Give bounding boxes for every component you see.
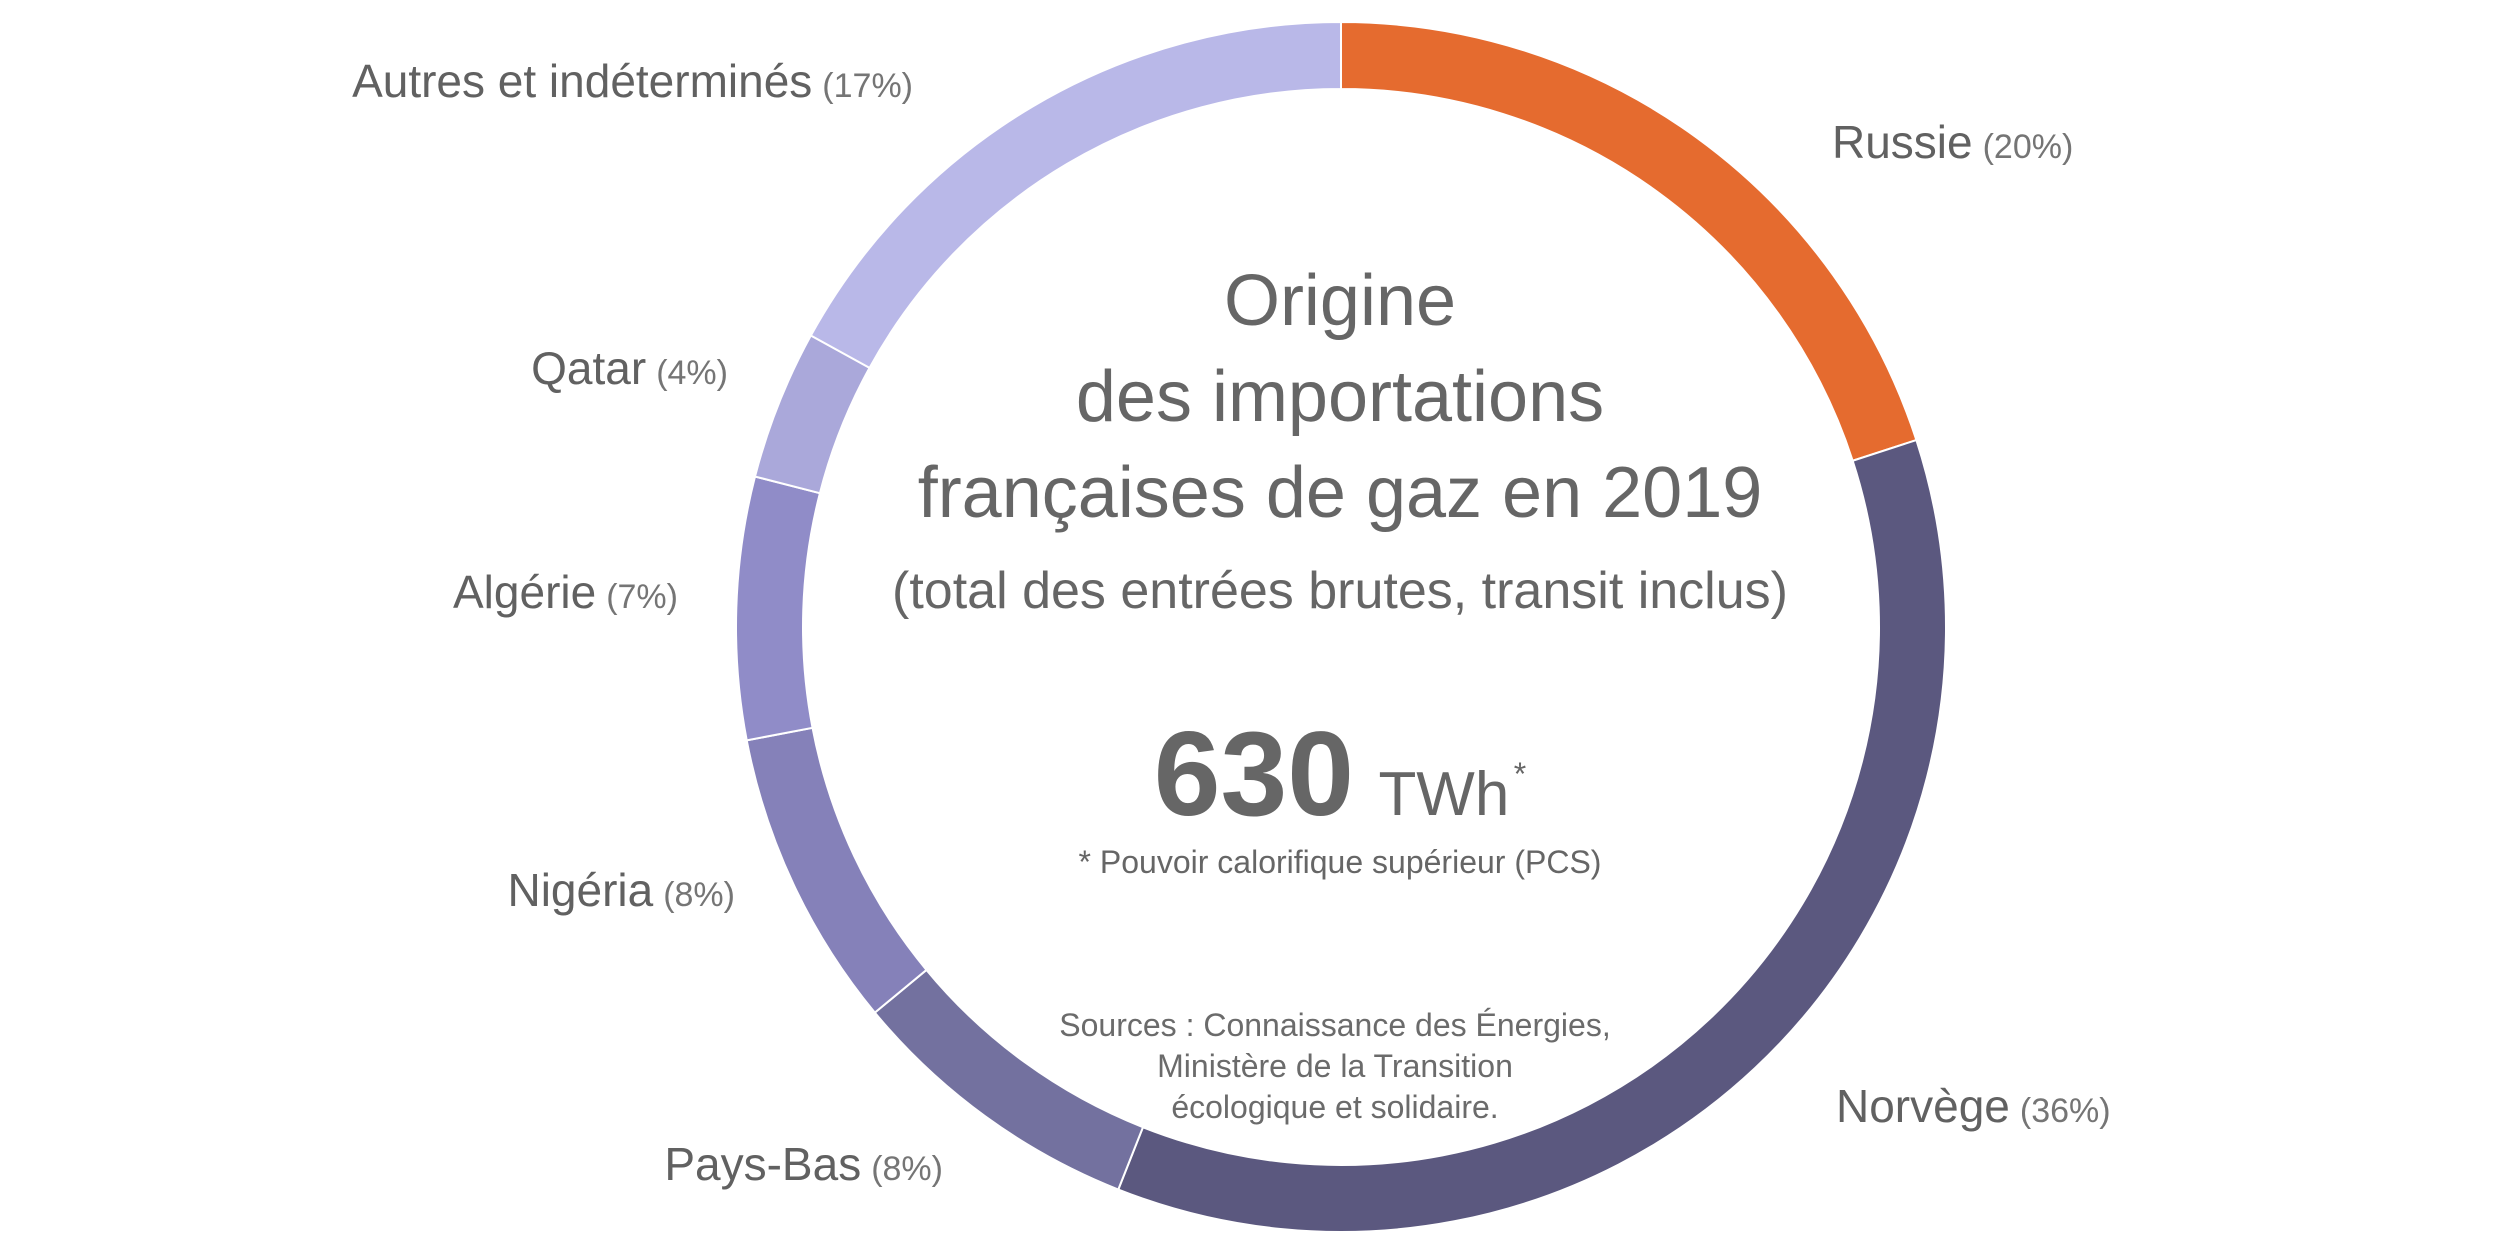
slice-label-percent: (8%) xyxy=(871,1150,943,1188)
slice-label-percent: (8%) xyxy=(663,876,735,914)
slice-label: Autres et indéterminés (17%) xyxy=(352,55,913,107)
slice-label-name: Pays-Bas xyxy=(664,1138,861,1190)
slice-nig-ria xyxy=(745,726,928,1015)
slice-label-percent: (20%) xyxy=(1983,128,2074,166)
chart-subtitle: (total des entrées brutes, transit inclu… xyxy=(892,562,1788,620)
total-value: 630 xyxy=(1154,707,1354,841)
slice-autres-et-ind-termin-s xyxy=(809,20,1342,370)
slice-label: Pays-Bas (8%) xyxy=(664,1138,943,1190)
slice-label: Norvège (36%) xyxy=(1836,1080,2111,1132)
slice-label-name: Norvège xyxy=(1836,1080,2010,1132)
chart-title-line-1: Origine xyxy=(1224,261,1456,341)
slice-label-percent: (4%) xyxy=(656,354,728,392)
slice-norv-ge xyxy=(1116,438,1947,1233)
center-text: Origine des importations françaises de g… xyxy=(892,261,1788,1125)
slice-label-name: Qatar xyxy=(531,342,646,394)
slice-label: Qatar (4%) xyxy=(531,342,728,394)
slice-label-percent: (36%) xyxy=(2020,1092,2111,1130)
donut-slices xyxy=(735,20,1947,1233)
slice-label-name: Nigéria xyxy=(507,864,653,916)
total-unit-mark: * xyxy=(1514,756,1526,792)
slice-labels: Russie (20%)Norvège (36%)Pays-Bas (8%)Nigér… xyxy=(352,55,2111,1190)
slice-label-name: Autres et indéterminés xyxy=(352,55,812,107)
chart-title-line-3: françaises de gaz en 2019 xyxy=(918,453,1763,533)
slice-label-name: Russie xyxy=(1832,116,1973,168)
slice-label: Russie (20%) xyxy=(1832,116,2073,168)
chart-title-line-2: des importations xyxy=(1076,357,1604,437)
sources-line-3: écologique et solidaire. xyxy=(1171,1089,1498,1125)
slice-label-name: Algérie xyxy=(453,566,596,618)
slice-alg-rie xyxy=(735,475,822,742)
footnote: * Pouvoir calorifique supérieur (PCS) xyxy=(1079,844,1602,880)
sources-line-2: Ministère de la Transition xyxy=(1157,1048,1513,1084)
slice-label-percent: (7%) xyxy=(606,578,678,616)
slice-label: Nigéria (8%) xyxy=(507,864,735,916)
slice-label: Algérie (7%) xyxy=(453,566,678,618)
total-value-line: 630 TWh * xyxy=(1154,707,1526,841)
sources-line-1: Sources : Connaissance des Énergies, xyxy=(1059,1007,1610,1043)
slice-label-percent: (17%) xyxy=(822,67,913,105)
total-unit: TWh xyxy=(1378,760,1509,829)
